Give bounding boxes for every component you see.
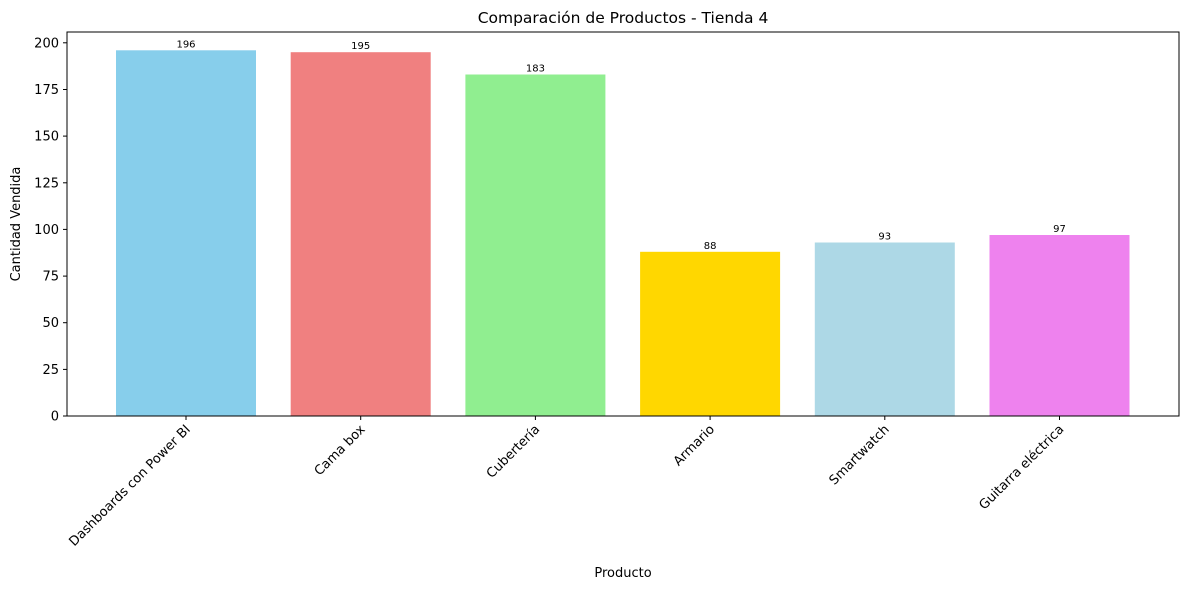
data-label-1: 195	[351, 41, 370, 52]
plot-area-frame	[66, 31, 1180, 417]
y-tick-label-8: 200	[34, 36, 59, 51]
y-tick-label-4: 100	[34, 223, 59, 238]
x-axis-label: Producto	[594, 566, 651, 581]
y-axis: 0 25 50 75 100 125 150 175 200	[34, 36, 67, 425]
bars-group	[116, 50, 1130, 417]
bar-2	[465, 74, 606, 416]
y-tick-label-7: 175	[34, 83, 59, 98]
y-tick-label-5: 125	[34, 176, 59, 191]
data-labels-group: 196 195 183 88 93 97	[176, 39, 1065, 252]
data-label-2: 183	[526, 64, 545, 75]
x-tick-label-0: Dashboards con Power BI	[66, 422, 193, 549]
x-tick-label-1: Cama box	[312, 422, 369, 479]
y-axis-label: Cantidad Vendida	[9, 167, 24, 282]
x-tick-label-3: Armario	[671, 422, 718, 469]
data-label-4: 93	[878, 232, 891, 243]
data-label-3: 88	[704, 241, 717, 252]
x-tick-label-4: Smartwatch	[827, 422, 893, 488]
x-axis: Dashboards con Power BI Cama box Cuberterí…	[66, 416, 1067, 550]
data-label-0: 196	[176, 39, 195, 50]
x-tick-label-5: Guitarra eléctrica	[976, 422, 1067, 513]
bar-3	[640, 251, 781, 416]
bar-5	[989, 235, 1130, 416]
bar-0	[116, 50, 256, 417]
x-tick-label-2: Cubertería	[484, 422, 543, 481]
bar-4	[814, 242, 955, 416]
y-tick-label-6: 150	[34, 130, 59, 145]
chart-title: Comparación de Productos - Tienda 4	[478, 9, 769, 27]
bar-1	[290, 52, 431, 416]
y-tick-label-1: 25	[42, 363, 59, 378]
y-tick-label-3: 75	[42, 270, 59, 285]
y-tick-label-2: 50	[42, 316, 59, 331]
y-tick-label-0: 0	[51, 410, 59, 425]
data-label-5: 97	[1053, 224, 1066, 235]
